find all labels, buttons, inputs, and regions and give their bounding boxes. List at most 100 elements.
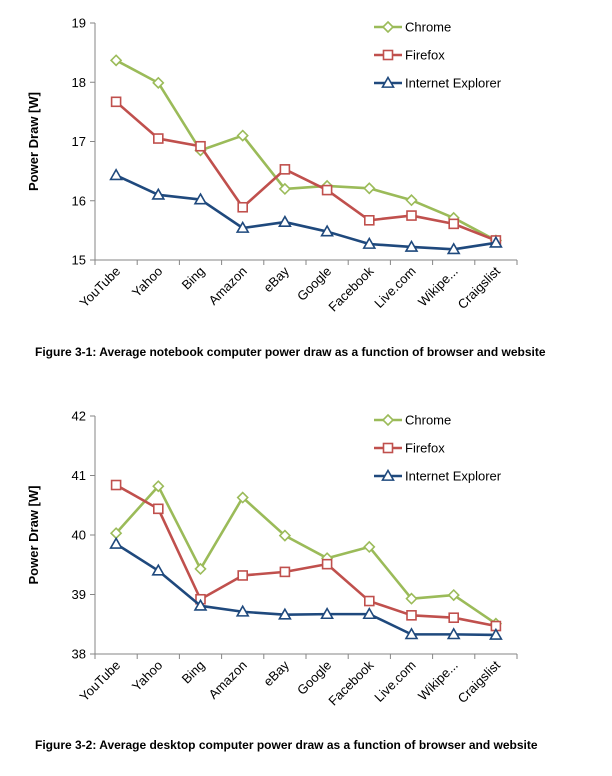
data-point (489, 235, 503, 248)
x-tick-label: Amazon (205, 658, 249, 702)
x-tick-label: Facebook (325, 657, 376, 708)
data-point (109, 536, 123, 549)
data-point (404, 239, 419, 252)
data-point (110, 96, 122, 108)
x-tick-label: Bing (179, 264, 208, 293)
legend-marker (381, 413, 395, 427)
data-point (109, 54, 123, 67)
x-tick-label: Facebook (325, 263, 376, 314)
x-tick-label: Bing (179, 658, 208, 687)
legend-label: Internet Explorer (405, 76, 502, 91)
series-line (115, 174, 497, 251)
legend-marker (382, 49, 394, 61)
y-axis-title: Power Draw [W] (26, 486, 41, 585)
y-tick-label: 16 (72, 193, 86, 208)
series-internet-explorer (109, 536, 503, 640)
data-point (320, 224, 334, 237)
data-point (153, 503, 164, 515)
data-point (321, 184, 333, 196)
data-point (448, 218, 460, 230)
legend-marker (381, 468, 395, 481)
y-tick-label: 40 (72, 528, 86, 543)
legend-label: Firefox (405, 441, 445, 456)
x-tick-label: Google (294, 264, 334, 304)
data-point (235, 220, 250, 233)
x-tick-label: Yahoo (129, 658, 166, 695)
data-point (362, 236, 377, 249)
data-point (194, 562, 207, 576)
legend-label: Chrome (405, 20, 451, 35)
data-point (279, 566, 291, 578)
legend: Chrome Firefox Internet Explorer (374, 413, 502, 484)
x-tick-label: eBay (260, 657, 292, 689)
figure-caption: Figure 3-1: Average notebook computer po… (35, 345, 546, 359)
data-point (405, 592, 418, 605)
data-point (362, 607, 377, 620)
data-point (236, 129, 249, 142)
y-tick-label: 19 (72, 16, 86, 31)
series-firefox (110, 96, 502, 246)
x-tick-label: YouTube (76, 658, 123, 705)
data-point (109, 168, 123, 181)
series-line (115, 542, 496, 637)
data-point (363, 595, 375, 607)
data-point (278, 529, 292, 542)
data-point (236, 491, 249, 504)
y-tick-label: 38 (72, 647, 86, 662)
data-point (193, 192, 208, 205)
x-tick-label: Craigslist (455, 657, 504, 706)
x-tick-label: Wikipe... (415, 264, 461, 310)
x-tick-label: Live.com (371, 264, 418, 311)
data-point (321, 558, 333, 570)
series-line (115, 100, 497, 242)
x-tick-label: Yahoo (129, 264, 166, 301)
data-point (406, 210, 417, 221)
data-point (363, 215, 375, 226)
series-line (115, 483, 497, 628)
data-point (446, 627, 461, 640)
data-point (278, 182, 292, 196)
legend-marker (381, 20, 395, 34)
legend-marker (382, 442, 394, 454)
data-point (446, 242, 461, 255)
y-tick-label: 15 (72, 253, 86, 268)
y-tick-label: 41 (72, 468, 86, 483)
figure-caption: Figure 3-2: Average desktop computer pow… (35, 738, 538, 752)
series-chrome (109, 480, 503, 630)
legend-label: Firefox (405, 48, 445, 63)
data-point (405, 194, 418, 207)
y-tick-label: 42 (72, 409, 86, 424)
series-firefox (110, 479, 502, 632)
data-point (151, 563, 166, 576)
data-point (237, 201, 248, 213)
data-point (237, 570, 248, 581)
data-point (153, 133, 164, 144)
data-point (151, 187, 166, 200)
data-point (195, 140, 206, 152)
data-point (152, 76, 165, 89)
series-line (115, 484, 497, 625)
series-internet-explorer (109, 168, 503, 255)
data-point (320, 607, 334, 620)
y-tick-label: 18 (72, 75, 86, 90)
series-line (115, 59, 497, 242)
data-point (489, 627, 503, 640)
data-point (363, 182, 376, 195)
legend-marker (381, 75, 395, 88)
y-axis-title: Power Draw [W] (26, 92, 41, 191)
x-tick-label: Craigslist (455, 263, 504, 312)
data-point (278, 607, 292, 620)
x-tick-label: Google (294, 658, 334, 698)
x-tick-label: Amazon (205, 264, 249, 308)
data-point (448, 612, 460, 624)
data-point (447, 588, 460, 602)
legend-label: Internet Explorer (405, 469, 502, 484)
data-point (404, 627, 419, 640)
data-point (193, 598, 208, 611)
data-point (235, 604, 250, 617)
y-tick-label: 17 (72, 134, 86, 149)
y-tick-label: 39 (72, 587, 86, 602)
